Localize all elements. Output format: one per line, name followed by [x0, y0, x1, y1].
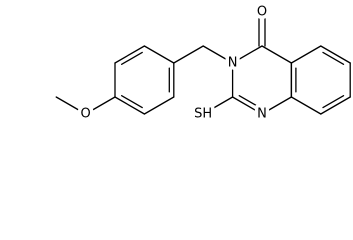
bond [320, 45, 351, 64]
bonds [55, 11, 351, 115]
thiol-group: SH [194, 107, 212, 122]
bond [121, 95, 143, 109]
atom-labels: O N N SH O [77, 1, 271, 125]
bond [261, 96, 293, 115]
methoxy-oxygen: O [80, 107, 90, 122]
bond [322, 51, 345, 65]
bond [143, 96, 175, 115]
bond [84, 96, 116, 115]
bond [173, 45, 204, 64]
bond [114, 45, 146, 64]
molecule-diagram: O N N SH O [55, 1, 351, 125]
bond [121, 51, 143, 65]
bond [261, 45, 293, 64]
carbonyl-oxygen: O [257, 5, 267, 20]
bond [322, 95, 345, 109]
bond [238, 95, 261, 109]
bond [231, 96, 263, 115]
bond [114, 96, 146, 115]
ring-nitrogen-1: N [257, 107, 267, 122]
bond [320, 96, 351, 115]
bond [202, 45, 234, 64]
page: {"atoms": ["O", "N", "N", "SH", "O"]} O … [55, 1, 351, 125]
bond [143, 45, 175, 64]
bond [55, 96, 87, 115]
bond [231, 45, 263, 64]
bond [290, 96, 322, 115]
bond [290, 45, 322, 64]
ring-nitrogen-3: N [228, 56, 238, 71]
bond [202, 96, 234, 115]
